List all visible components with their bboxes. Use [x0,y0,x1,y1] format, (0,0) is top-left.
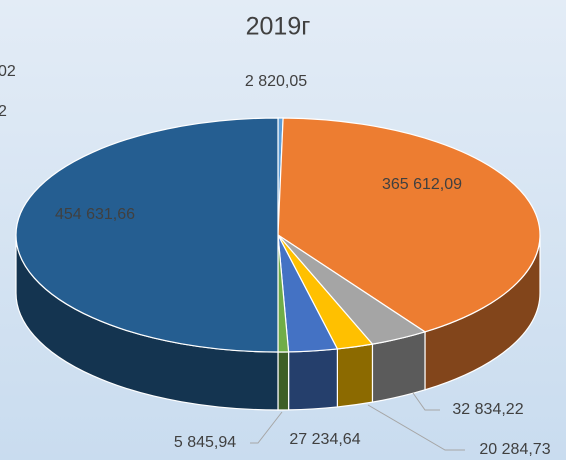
leader-line [412,392,440,411]
data-label: 2 820,05 [245,73,307,90]
clipped-label: 02 [0,63,16,80]
slice [15,117,279,353]
data-label: 32 834,22 [452,401,523,418]
slice-side [336,343,374,408]
clipped-label: 2 [0,103,7,120]
chart-title: 2019г [246,13,311,41]
slice-side [277,351,290,411]
slice [277,117,541,333]
data-label: 454 631,66 [55,206,135,223]
data-label: 27 234,64 [289,431,360,448]
data-label: 20 284,73 [479,441,550,458]
slice-side [287,348,338,411]
data-label: 5 845,94 [174,434,236,451]
leader-line [367,404,465,451]
data-label: 365 612,09 [382,176,462,193]
leader-line [250,411,283,444]
